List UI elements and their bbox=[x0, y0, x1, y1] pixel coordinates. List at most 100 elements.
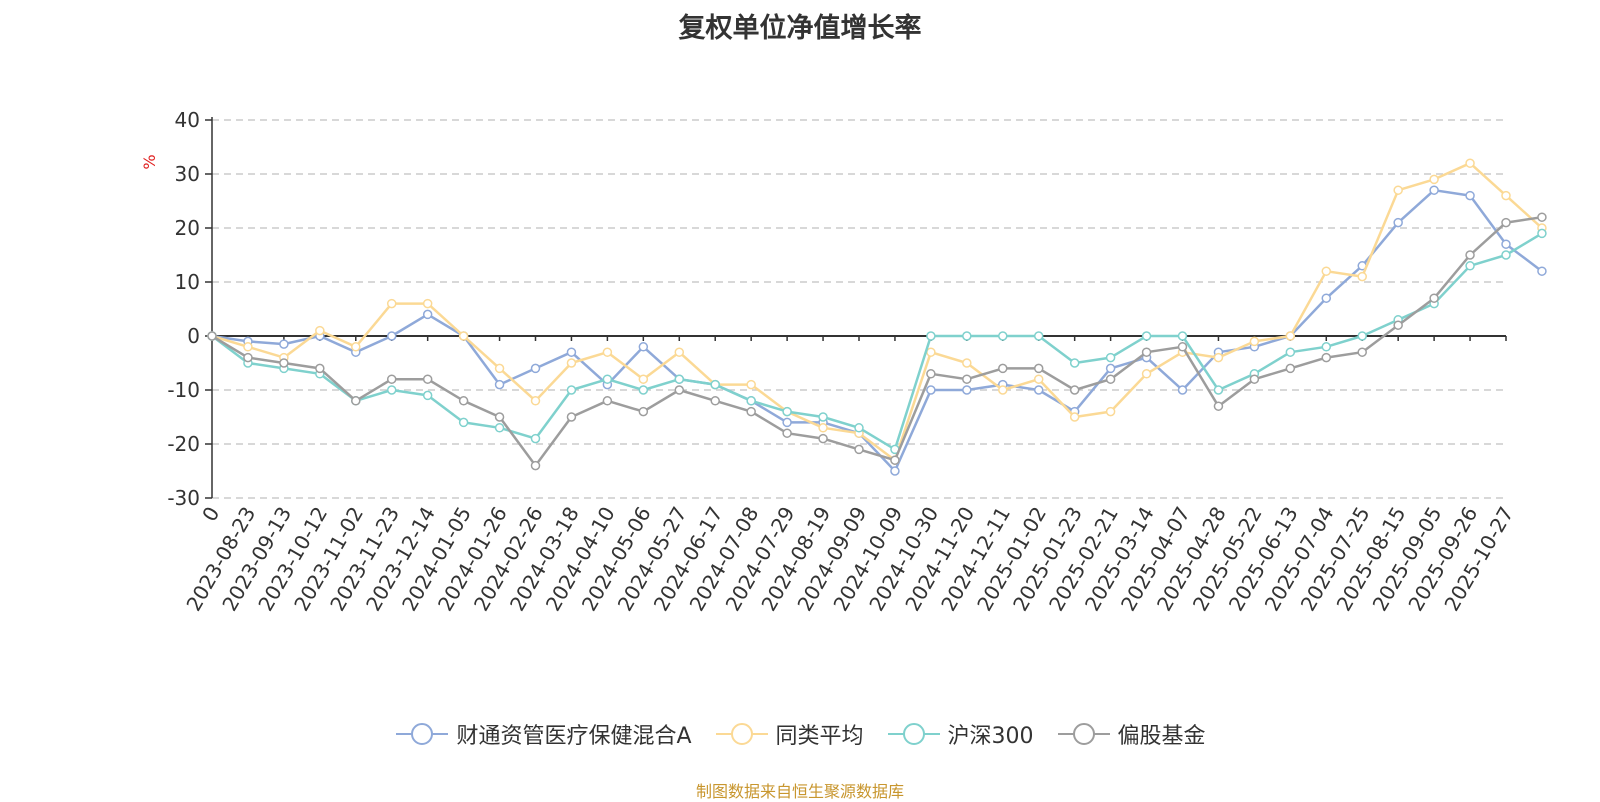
legend-item-series-4[interactable]: 偏股基金 bbox=[1056, 718, 1206, 750]
data-point-series-1 bbox=[1465, 190, 1475, 201]
data-point-series-2 bbox=[1393, 185, 1403, 195]
source-note: 制图数据来自恒生聚源数据库 bbox=[695, 782, 904, 801]
data-point-series-1 bbox=[638, 342, 649, 352]
legend-item-series-3[interactable]: 沪深300 bbox=[886, 718, 1034, 750]
legend-marker-series-4 bbox=[1057, 723, 1110, 745]
data-point-series-1 bbox=[386, 331, 397, 341]
data-point-series-4 bbox=[1393, 320, 1403, 330]
data-point-series-2 bbox=[1105, 406, 1116, 417]
data-point-series-4 bbox=[494, 412, 505, 422]
data-point-series-4 bbox=[1069, 385, 1080, 395]
data-point-series-2 bbox=[1501, 190, 1511, 201]
y-tick-label: 30 bbox=[175, 162, 200, 186]
data-point-series-1 bbox=[279, 339, 289, 349]
data-point-series-4 bbox=[1105, 374, 1116, 384]
data-point-series-4 bbox=[926, 369, 936, 379]
y-tick-label: 20 bbox=[175, 216, 200, 240]
data-point-series-2 bbox=[1141, 369, 1152, 379]
legend-item-series-2[interactable]: 同类平均 bbox=[714, 718, 864, 750]
data-point-series-4 bbox=[1321, 352, 1332, 363]
y-tick-label: -30 bbox=[167, 486, 200, 510]
data-point-series-1 bbox=[1321, 293, 1332, 303]
data-point-series-2 bbox=[998, 385, 1008, 395]
data-point-series-1 bbox=[962, 385, 972, 395]
data-point-series-3 bbox=[1321, 342, 1332, 352]
data-point-series-2 bbox=[602, 347, 613, 357]
legend-marker-series-2 bbox=[715, 723, 768, 745]
data-point-series-2 bbox=[1285, 331, 1296, 341]
data-point-series-3 bbox=[602, 374, 613, 384]
data-point-series-3 bbox=[782, 406, 792, 417]
y-tick-label: 40 bbox=[175, 108, 200, 132]
legend-item-series-1[interactable]: 财通资管医疗保健混合A bbox=[394, 718, 692, 750]
y-axis-label: % bbox=[140, 154, 159, 169]
legend-marker-series-3 bbox=[887, 723, 940, 745]
data-point-series-3 bbox=[674, 374, 685, 384]
data-point-series-4 bbox=[998, 363, 1008, 374]
data-point-series-3 bbox=[1501, 250, 1511, 260]
data-point-series-1 bbox=[1501, 239, 1511, 249]
data-point-series-3 bbox=[746, 396, 756, 406]
line-chart: -30-20-10010203040%02023-08-232023-09-13… bbox=[140, 108, 1547, 615]
data-point-series-2 bbox=[494, 363, 505, 374]
data-point-series-3 bbox=[1465, 261, 1475, 271]
data-point-series-2 bbox=[1321, 266, 1332, 276]
data-point-series-1 bbox=[1393, 217, 1403, 228]
legend-label-series-1: 财通资管医疗保健混合A bbox=[456, 724, 692, 749]
data-point-series-3 bbox=[818, 412, 828, 422]
data-point-series-3 bbox=[1177, 331, 1188, 341]
data-point-series-2 bbox=[1429, 174, 1439, 185]
data-point-series-4 bbox=[782, 428, 792, 438]
data-point-series-4 bbox=[1501, 217, 1511, 228]
data-point-series-1 bbox=[1105, 363, 1116, 374]
data-point-series-1 bbox=[422, 309, 433, 320]
data-point-series-2 bbox=[1357, 271, 1367, 282]
data-point-series-2 bbox=[386, 298, 397, 309]
data-point-series-4 bbox=[674, 385, 685, 395]
data-point-series-4 bbox=[458, 396, 469, 406]
data-point-series-1 bbox=[890, 466, 900, 476]
data-point-series-4 bbox=[243, 352, 253, 363]
data-point-series-2 bbox=[315, 325, 325, 336]
data-point-series-2 bbox=[926, 347, 936, 357]
chart-title: 复权单位净值增长率 bbox=[678, 13, 922, 44]
data-point-series-4 bbox=[566, 412, 577, 422]
legend: 财通资管医疗保健混合A 同类平均 沪深300 偏股基金 bbox=[0, 718, 1600, 750]
data-point-series-2 bbox=[638, 374, 649, 384]
data-point-series-3 bbox=[962, 331, 972, 341]
data-point-series-4 bbox=[207, 331, 217, 341]
data-point-series-3 bbox=[422, 390, 433, 401]
data-point-series-2 bbox=[458, 331, 469, 341]
data-point-series-1 bbox=[494, 379, 505, 390]
legend-marker-series-1 bbox=[396, 723, 449, 745]
y-tick-label: 10 bbox=[175, 270, 200, 294]
data-point-series-1 bbox=[1033, 385, 1044, 395]
data-point-series-3 bbox=[998, 331, 1008, 341]
data-point-series-4 bbox=[1285, 363, 1296, 374]
data-point-series-3 bbox=[530, 433, 541, 444]
data-point-series-2 bbox=[1213, 352, 1224, 363]
legend-label-series-3: 沪深300 bbox=[947, 724, 1034, 749]
data-point-series-3 bbox=[1141, 331, 1152, 341]
data-point-series-4 bbox=[386, 374, 397, 384]
data-point-series-1 bbox=[1537, 266, 1547, 276]
data-point-series-3 bbox=[638, 385, 649, 395]
data-point-series-4 bbox=[1249, 374, 1260, 384]
data-point-series-4 bbox=[1357, 347, 1367, 357]
data-point-series-3 bbox=[854, 423, 864, 433]
data-point-series-4 bbox=[1177, 342, 1188, 352]
data-point-series-4 bbox=[1429, 293, 1439, 303]
data-point-series-2 bbox=[1249, 336, 1260, 347]
data-point-series-4 bbox=[1213, 401, 1224, 411]
data-point-series-4 bbox=[638, 406, 649, 417]
legend-label-series-4: 偏股基金 bbox=[1117, 724, 1206, 749]
data-point-series-1 bbox=[782, 417, 792, 428]
data-point-series-4 bbox=[1537, 212, 1547, 222]
series-line-3 bbox=[211, 232, 1543, 451]
data-point-series-4 bbox=[962, 374, 972, 384]
data-point-series-3 bbox=[1213, 385, 1224, 395]
data-point-series-4 bbox=[1141, 347, 1152, 357]
data-point-series-2 bbox=[1465, 158, 1475, 168]
data-point-series-4 bbox=[351, 396, 361, 406]
data-point-series-4 bbox=[710, 396, 720, 406]
